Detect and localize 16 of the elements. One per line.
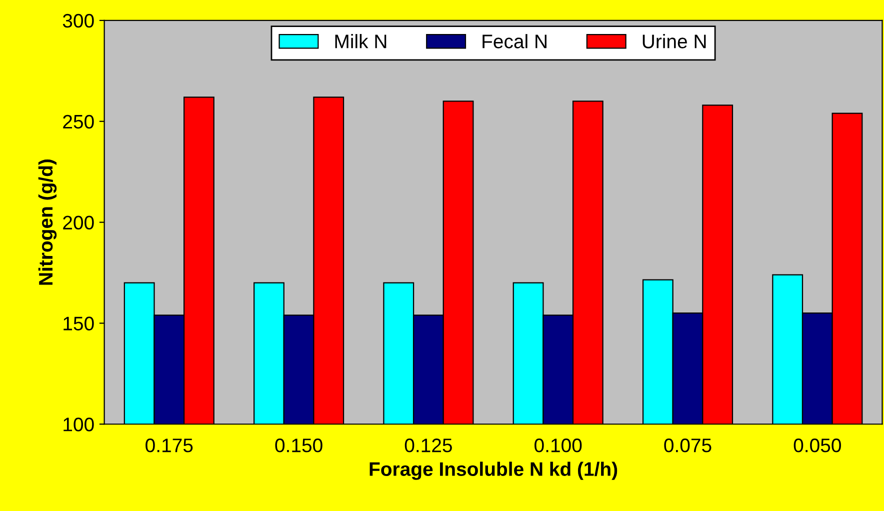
x-tick-label: 0.150 <box>275 438 322 452</box>
y-tick-label: 100 <box>64 418 94 432</box>
legend-label: Urine N <box>642 34 706 48</box>
x-tick-label: 0.050 <box>794 438 841 452</box>
y-axis-title: Nitrogen (g/d) <box>38 160 57 285</box>
x-tick-label: 0.075 <box>664 438 712 452</box>
y-tick-label: 250 <box>63 114 94 129</box>
legend-label: Milk N <box>335 34 386 48</box>
y-tick-label: 200 <box>63 216 94 230</box>
x-tick-label: 0.100 <box>534 438 582 452</box>
legend-label: Fecal N <box>482 34 546 48</box>
y-tick-label: 300 <box>62 14 94 28</box>
y-tick-label: 150 <box>64 316 94 330</box>
x-tick-label: 0.125 <box>404 438 452 452</box>
x-axis-title: Forage Insoluble N kd (1/h) <box>370 462 618 480</box>
x-tick-label: 0.175 <box>146 438 193 452</box>
